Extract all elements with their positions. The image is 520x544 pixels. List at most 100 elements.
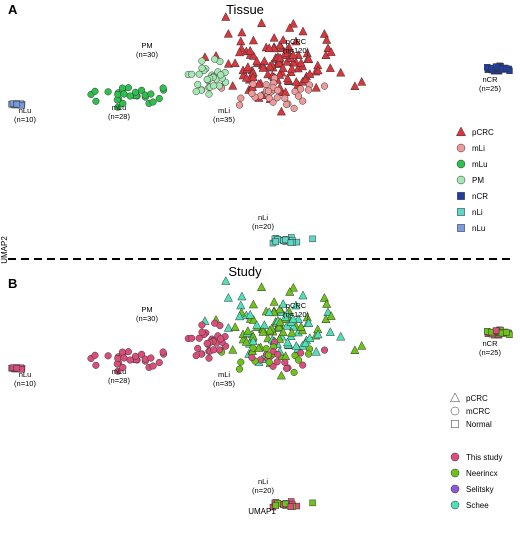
point-mlu <box>114 367 122 375</box>
point-mli <box>290 368 298 376</box>
point-mli <box>297 349 305 357</box>
point-mli <box>274 350 282 358</box>
point-mli <box>235 365 244 373</box>
point-mli <box>264 351 272 359</box>
legend-marker-mlu <box>456 159 466 169</box>
point-pm <box>198 321 206 329</box>
panel-b-cluster-labels: PM(n=30)pCRC(n=120)nCR(n=25)nLu(n=10)mLu… <box>14 301 501 495</box>
point-pcrc <box>326 47 336 56</box>
point-pcrc <box>241 72 251 82</box>
point-pcrc <box>288 18 298 28</box>
point-pcrc <box>223 292 233 302</box>
point-mlu <box>155 94 163 103</box>
point-pcrc <box>228 344 238 354</box>
point-mli <box>264 87 272 95</box>
point-mlu <box>159 348 167 356</box>
point-pcrc <box>258 326 268 336</box>
study-legend-label-this-study: This study <box>466 453 502 462</box>
point-pcrc <box>298 290 308 300</box>
study-legend-label-selitsky: Selitsky <box>466 485 494 494</box>
point-mli <box>320 82 329 90</box>
point-pcrc <box>275 40 285 50</box>
point-pcrc <box>319 28 330 38</box>
shape-legend-marker-mcrc <box>450 406 460 416</box>
point-mlu <box>92 97 100 105</box>
point-pcrc <box>254 343 264 352</box>
point-pcrc <box>269 32 279 42</box>
point-pcrc <box>264 43 274 52</box>
point-pcrc <box>256 282 267 291</box>
point-pcrc <box>278 299 288 308</box>
cluster-count-mli: (n=35) <box>213 115 235 124</box>
point-pcrc <box>259 320 269 329</box>
cluster-count-nlu: (n=10) <box>14 379 36 388</box>
point-pcrc <box>230 322 240 331</box>
point-pm <box>210 82 218 90</box>
point-pm <box>217 335 225 343</box>
panel-a: A Tissue PM(n=30)pCRC(n=120)nCR(n=25)nLu… <box>8 2 513 247</box>
legend-marker-pm <box>456 175 466 185</box>
point-pm <box>192 352 200 360</box>
point-mlu <box>155 358 163 367</box>
point-pm <box>203 75 211 83</box>
cluster-label-ncr: nCR <box>482 339 498 348</box>
point-pcrc <box>305 333 315 342</box>
point-pcrc <box>245 45 255 55</box>
point-pcrc <box>326 311 336 320</box>
cluster-count-nlu: (n=10) <box>14 115 36 124</box>
point-pcrc <box>287 327 297 337</box>
cluster-count-mlu: (n=28) <box>108 376 130 385</box>
point-pcrc <box>291 36 301 46</box>
point-pcrc <box>300 338 311 347</box>
point-pcrc <box>252 320 262 329</box>
point-pcrc <box>304 54 314 63</box>
point-mlu <box>149 98 157 106</box>
point-pcrc <box>278 35 288 44</box>
study-legend-marker-schee <box>450 500 460 510</box>
point-pcrc <box>278 63 288 73</box>
legend-label-ncr: nCR <box>472 192 488 201</box>
point-mlu <box>141 355 149 363</box>
point-mli <box>299 361 307 369</box>
cluster-count-mli: (n=35) <box>213 379 235 388</box>
point-pcrc <box>269 296 279 306</box>
point-pcrc <box>278 327 288 337</box>
cluster-label-pcrc: pCRC <box>286 301 307 310</box>
point-pcrc <box>265 325 275 335</box>
cluster-label-nlu: nLu <box>19 370 32 379</box>
point-ncr <box>503 65 510 72</box>
cluster-label-nli: nLi <box>258 213 268 222</box>
panel-a-cluster-labels: PM(n=30)pCRC(n=120)nCR(n=25)nLu(n=10)mLu… <box>14 37 501 231</box>
point-pcrc <box>313 65 323 75</box>
point-mli <box>294 92 303 100</box>
point-pcrc <box>305 69 315 78</box>
shape-legend-label-mcrc: mCRC <box>466 407 490 416</box>
point-mli <box>283 364 291 373</box>
legend-label-pm: PM <box>472 176 484 185</box>
point-pcrc <box>336 67 346 77</box>
point-mlu <box>131 88 140 96</box>
point-pcrc <box>300 74 311 83</box>
x-axis-label: UMAP1 <box>248 507 276 516</box>
point-mli <box>304 86 313 94</box>
point-nli <box>309 499 316 507</box>
point-pcrc <box>241 336 251 346</box>
point-pcrc <box>221 276 231 285</box>
point-pcrc <box>259 56 269 65</box>
point-pcrc <box>288 314 298 323</box>
cluster-count-ncr: (n=25) <box>479 348 501 357</box>
point-ncr <box>492 327 500 334</box>
panel-b-study-legend: This study Neerincx Selitsky Schee <box>450 452 502 510</box>
point-mli <box>320 346 329 354</box>
point-pm <box>205 90 213 98</box>
point-pcrc <box>282 337 293 347</box>
point-nli <box>272 238 279 245</box>
cluster-count-pm: (n=30) <box>136 50 158 59</box>
point-mli <box>273 358 281 366</box>
point-pcrc <box>256 18 267 27</box>
panel-b-shape-legend: pCRC mCRC Normal <box>449 392 492 429</box>
study-legend-label-schee: Schee <box>466 501 489 510</box>
point-mlu <box>119 363 127 372</box>
point-mli <box>265 94 273 102</box>
